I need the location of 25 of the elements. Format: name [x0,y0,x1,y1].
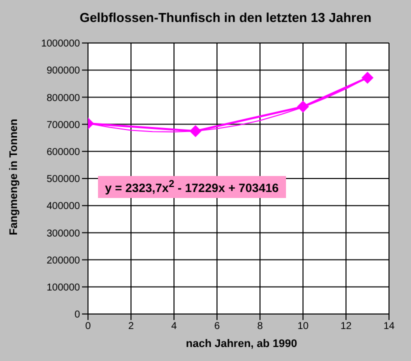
y-tick-label: 600000 [46,146,80,158]
x-tick-label: 10 [297,321,309,332]
y-tick-label: 0 [74,310,80,321]
y-tick-label: 900000 [46,66,80,77]
y-tick-label: 800000 [46,92,80,104]
x-tick-label: 14 [383,321,395,332]
point [297,100,309,113]
y-tick-label: 700000 [46,120,80,131]
x-tick-label: 6 [214,321,220,332]
x-tick-label: 0 [85,321,92,332]
y-tick-label: 300000 [46,228,80,240]
point [362,72,374,84]
y-axis-title: Fangmenge in Tonnen [8,118,20,236]
x-tick-label: 2 [128,321,134,332]
y-tick-label: 100000 [46,282,80,294]
chart-title: Gelbflossen-Thunfisch in den letzten 13 Jahren [78,10,372,25]
y-tick-label: 500000 [46,174,80,186]
x-tick-label: 4 [171,321,178,332]
x-tick-label: 8 [257,321,264,332]
y-tick-label: 1000000 [41,38,80,50]
x-tick-label: 12 [340,321,352,332]
y-tick-label: 200000 [46,255,80,266]
annotation: y = 2323,7x$^{2}$ - 17229x + 703416 [98,176,286,198]
y-tick-label: 400000 [46,201,80,212]
x-axis-title: nach Jahren, ab 1990 [184,338,298,350]
